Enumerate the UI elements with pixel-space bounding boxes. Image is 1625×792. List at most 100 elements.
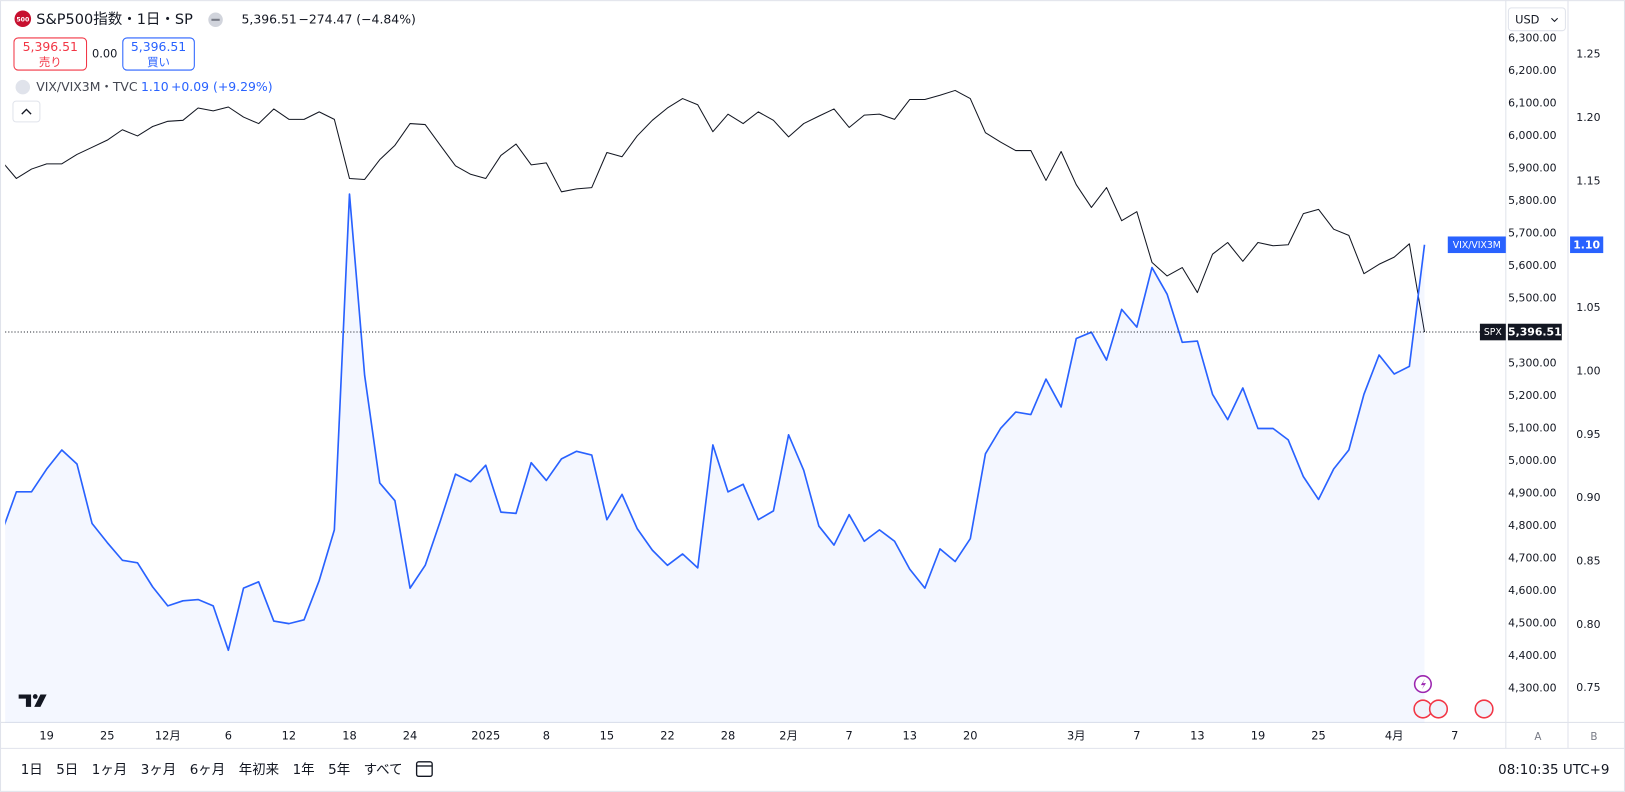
indicator-value: 1.10 [141, 79, 169, 94]
x-tick-label: 2025 [471, 728, 500, 742]
last-price: 5,396.51 [241, 11, 296, 26]
y-tick-label: 5,100.00 [1508, 421, 1557, 434]
x-tick-label: 8 [543, 728, 550, 742]
series-tag [1479, 323, 1506, 341]
x-tick-label: 7 [1451, 728, 1458, 742]
y-tick-label: 4,300.00 [1508, 681, 1557, 694]
chevron [21, 108, 32, 115]
scale-button[interactable]: B [1590, 731, 1597, 743]
y-tick-label: 5,600.00 [1508, 259, 1557, 272]
x-tick-label: 15 [600, 728, 614, 742]
y2-tick-label: 1.20 [1576, 111, 1600, 124]
y2-tick-label: 0.80 [1576, 618, 1600, 631]
y-tick-label: 6,100.00 [1508, 96, 1557, 109]
y-tick-label: 4,600.00 [1508, 584, 1557, 597]
range-button[interactable]: 3ヶ月 [141, 762, 177, 778]
range-button[interactable]: 1年 [293, 762, 315, 778]
price-tag-text: 1.10 [1573, 238, 1600, 251]
y-tick-label: 6,000.00 [1508, 129, 1557, 142]
y-tick-label: 5,900.00 [1508, 161, 1557, 174]
x-tick-label: 4月 [1385, 728, 1404, 742]
event-icon[interactable] [1474, 699, 1494, 719]
range-button[interactable]: 1ヶ月 [92, 762, 128, 778]
y-tick-label: 4,500.00 [1508, 616, 1557, 629]
y-tick-label: 5,500.00 [1508, 291, 1557, 304]
series-line [5, 193, 1426, 652]
x-tick-label: 19 [1251, 728, 1265, 742]
sell-label: 売り [39, 55, 62, 69]
y-tick-label: 5,700.00 [1508, 226, 1557, 239]
event-icon[interactable] [1428, 699, 1449, 719]
x-tick-label: 24 [403, 728, 417, 742]
buy-price: 5,396.51 [131, 39, 186, 54]
x-tick-label: 25 [100, 728, 114, 742]
x-tick-label: 20 [963, 728, 977, 742]
x-tick-label: 12月 [155, 728, 181, 742]
sell-button[interactable] [13, 37, 88, 71]
y2-tick-label: 0.85 [1576, 555, 1600, 568]
y2-tick-label: 1.05 [1576, 301, 1600, 314]
buy-button[interactable] [122, 37, 195, 71]
symbol-icon [14, 10, 32, 28]
y-tick-label: 5,800.00 [1508, 194, 1557, 207]
buy-label: 買い [147, 55, 170, 69]
x-tick-label: 13 [1190, 728, 1204, 742]
price-change: −274.47 (−4.84%) [298, 11, 415, 26]
y2-tick-label: 1.00 [1576, 364, 1600, 377]
symbol-icon-text: 500 [16, 16, 30, 23]
y-tick-label: 6,300.00 [1508, 31, 1557, 44]
series-tag-text: VIX/VIX3M [1453, 240, 1501, 251]
range-button[interactable]: 5日 [56, 762, 78, 778]
y-tick-label: 5,200.00 [1508, 389, 1557, 402]
x-tick-label: 22 [660, 728, 674, 742]
clock[interactable]: 08:10:35 UTC+9 [1498, 762, 1609, 778]
currency-button[interactable] [1507, 7, 1566, 32]
range-button[interactable]: 1日 [21, 762, 43, 778]
range-button[interactable]: すべて [364, 762, 403, 778]
range-button[interactable]: 6ヶ月 [190, 762, 226, 778]
indicator-name[interactable]: VIX/VIX3M・TVC [36, 79, 137, 94]
spread: 0.00 [92, 47, 117, 61]
x-tick-label: 25 [1311, 728, 1325, 742]
x-tick-label: 12 [282, 728, 296, 742]
y-tick-label: 4,900.00 [1508, 486, 1557, 499]
x-tick-label: 7 [846, 728, 853, 742]
y2-tick-label: 0.75 [1576, 681, 1600, 694]
y-tick-label: 4,700.00 [1508, 551, 1557, 564]
y-tick-label: 4,800.00 [1508, 519, 1557, 532]
logo [32, 694, 38, 699]
indicator-change: +0.09 (+9.29%) [171, 79, 273, 94]
y-tick-label: 6,200.00 [1508, 64, 1557, 77]
calendar-icon[interactable] [415, 761, 433, 778]
x-tick-label: 2月 [779, 728, 798, 742]
range-button[interactable]: 年初来 [239, 762, 280, 778]
x-tick-label: 7 [1133, 728, 1140, 742]
collapse-button[interactable] [12, 100, 41, 123]
logo [18, 694, 47, 707]
x-tick-label: 28 [721, 728, 735, 742]
symbol-name[interactable]: S&P500指数・1日・SP [36, 11, 193, 28]
sell-price: 5,396.51 [23, 39, 78, 54]
range-button[interactable]: 5年 [328, 762, 350, 778]
series-line [5, 89, 1426, 333]
currency: USD [1515, 12, 1540, 26]
x-tick-label: 18 [342, 728, 356, 742]
indicator-icon [15, 79, 31, 95]
price-tag [1570, 236, 1604, 254]
x-tick-label: 6 [225, 728, 232, 742]
price-tag [1507, 323, 1562, 341]
y2-tick-label: 0.95 [1576, 428, 1600, 441]
y-tick-label: 4,400.00 [1508, 649, 1557, 662]
scale-button[interactable]: A [1534, 731, 1541, 743]
y2-tick-label: 0.90 [1576, 491, 1600, 504]
y2-tick-label: 1.15 [1576, 174, 1600, 187]
price-tag-text: 5,396.51 [1508, 326, 1562, 339]
y-tick-label: 5,300.00 [1508, 356, 1557, 369]
series-tag-text: SPX [1484, 327, 1503, 338]
y2-tick-label: 1.25 [1576, 48, 1600, 61]
event-icon [1420, 678, 1427, 690]
y-tick-label: 5,000.00 [1508, 454, 1557, 467]
